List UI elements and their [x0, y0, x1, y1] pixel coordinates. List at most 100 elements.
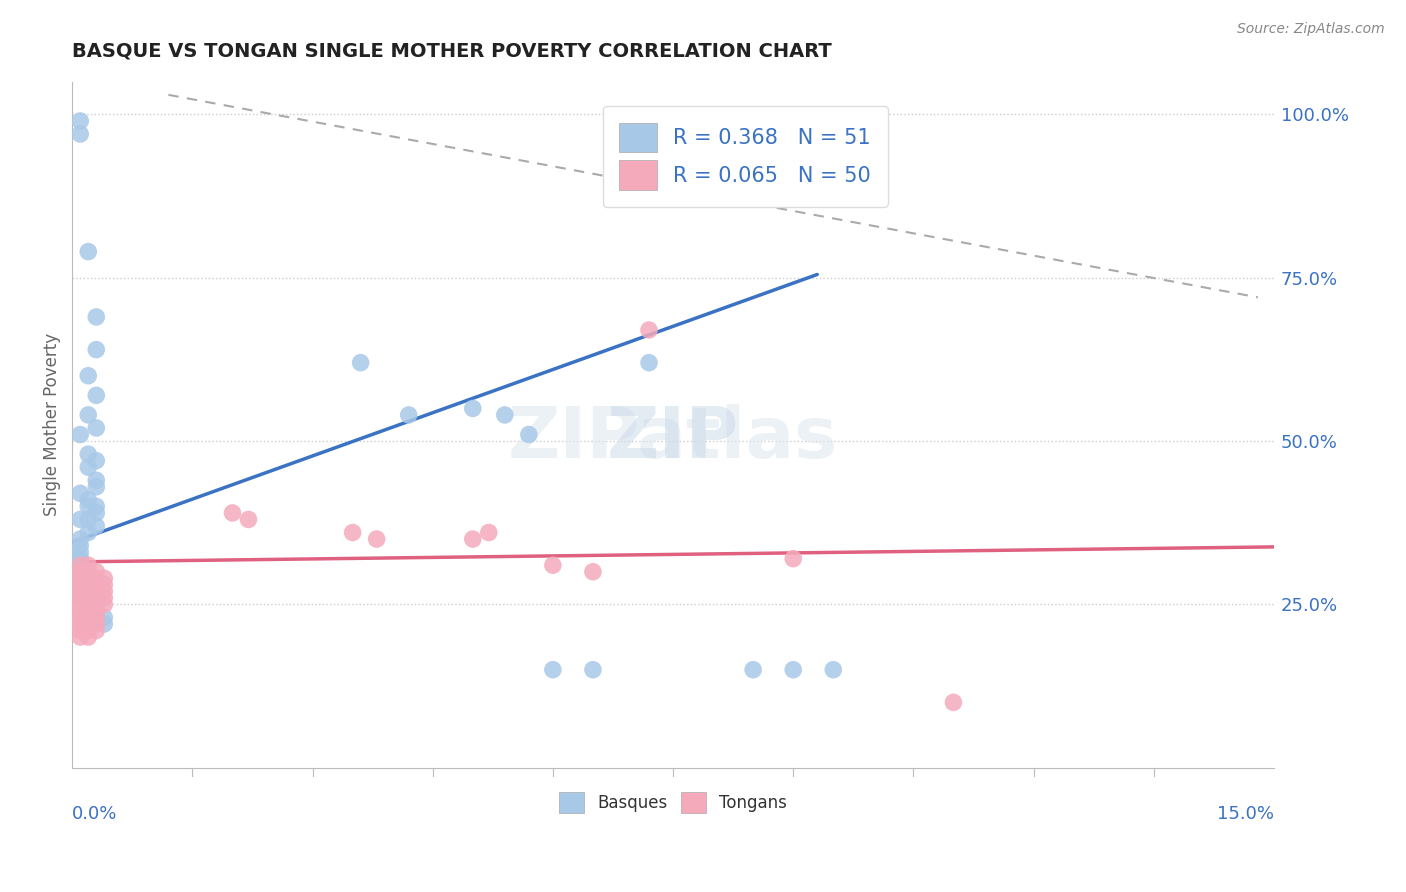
Point [77, 584, 100, 599]
Point [84, 506, 107, 520]
Y-axis label: Single Mother Poverty: Single Mother Poverty [44, 334, 60, 516]
Point [69, 545, 91, 559]
Point [77, 447, 100, 461]
Point [84, 604, 107, 618]
Point [77, 368, 100, 383]
Point [77, 571, 100, 585]
Text: ZIPatlas: ZIPatlas [508, 404, 838, 473]
Point [69, 604, 91, 618]
Point [638, 356, 661, 370]
Point [77, 565, 100, 579]
Point [69, 571, 91, 585]
Point [84, 571, 107, 585]
Point [69, 610, 91, 624]
Point [69, 584, 91, 599]
Point [69, 591, 91, 605]
Point [638, 323, 661, 337]
Point [84, 480, 107, 494]
Point [221, 506, 243, 520]
Point [77, 500, 100, 514]
Text: ZIP: ZIP [607, 404, 740, 473]
Point [782, 551, 804, 566]
Point [582, 565, 605, 579]
Point [84, 624, 107, 638]
Text: 0.0%: 0.0% [72, 805, 118, 823]
Point [69, 565, 91, 579]
Point [77, 578, 100, 592]
Point [69, 565, 91, 579]
Point [84, 604, 107, 618]
Point [69, 486, 91, 500]
Point [69, 427, 91, 442]
Point [349, 356, 371, 370]
Point [494, 408, 516, 422]
Point [84, 388, 107, 402]
Point [84, 343, 107, 357]
Point [77, 598, 100, 612]
Point [69, 558, 91, 573]
Point [541, 558, 564, 573]
Point [84, 610, 107, 624]
Point [84, 519, 107, 533]
Point [93, 578, 115, 592]
Point [77, 591, 100, 605]
Point [69, 624, 91, 638]
Point [77, 617, 100, 632]
Point [77, 512, 100, 526]
Point [84, 473, 107, 487]
Point [93, 617, 115, 632]
Point [77, 408, 100, 422]
Point [69, 551, 91, 566]
Point [84, 453, 107, 467]
Point [69, 565, 91, 579]
Point [84, 500, 107, 514]
Point [69, 532, 91, 546]
Point [69, 591, 91, 605]
Point [77, 610, 100, 624]
Point [77, 244, 100, 259]
Point [84, 310, 107, 324]
Point [742, 663, 765, 677]
Point [69, 551, 91, 566]
Point [69, 127, 91, 141]
Point [478, 525, 501, 540]
Text: Source: ZipAtlas.com: Source: ZipAtlas.com [1237, 22, 1385, 37]
Point [782, 663, 804, 677]
Point [84, 598, 107, 612]
Point [541, 663, 564, 677]
Point [342, 525, 364, 540]
Point [77, 460, 100, 475]
Point [84, 421, 107, 435]
Point [69, 584, 91, 599]
Text: BASQUE VS TONGAN SINGLE MOTHER POVERTY CORRELATION CHART: BASQUE VS TONGAN SINGLE MOTHER POVERTY C… [72, 42, 832, 61]
Point [84, 584, 107, 599]
Point [84, 565, 107, 579]
Point [461, 532, 484, 546]
Point [461, 401, 484, 416]
Point [93, 571, 115, 585]
Point [93, 598, 115, 612]
Point [238, 512, 260, 526]
Point [69, 598, 91, 612]
Point [69, 578, 91, 592]
Point [84, 598, 107, 612]
Point [77, 604, 100, 618]
Point [823, 663, 845, 677]
Point [69, 539, 91, 553]
Point [69, 571, 91, 585]
Text: 15.0%: 15.0% [1216, 805, 1274, 823]
Point [69, 512, 91, 526]
Point [69, 617, 91, 632]
Point [69, 558, 91, 573]
Point [93, 584, 115, 599]
Point [84, 617, 107, 632]
Point [69, 578, 91, 592]
Point [69, 630, 91, 644]
Point [77, 630, 100, 644]
Legend: Basques, Tongans: Basques, Tongans [551, 784, 796, 822]
Point [69, 114, 91, 128]
Point [84, 591, 107, 605]
Point [942, 695, 965, 709]
Point [93, 610, 115, 624]
Point [398, 408, 420, 422]
